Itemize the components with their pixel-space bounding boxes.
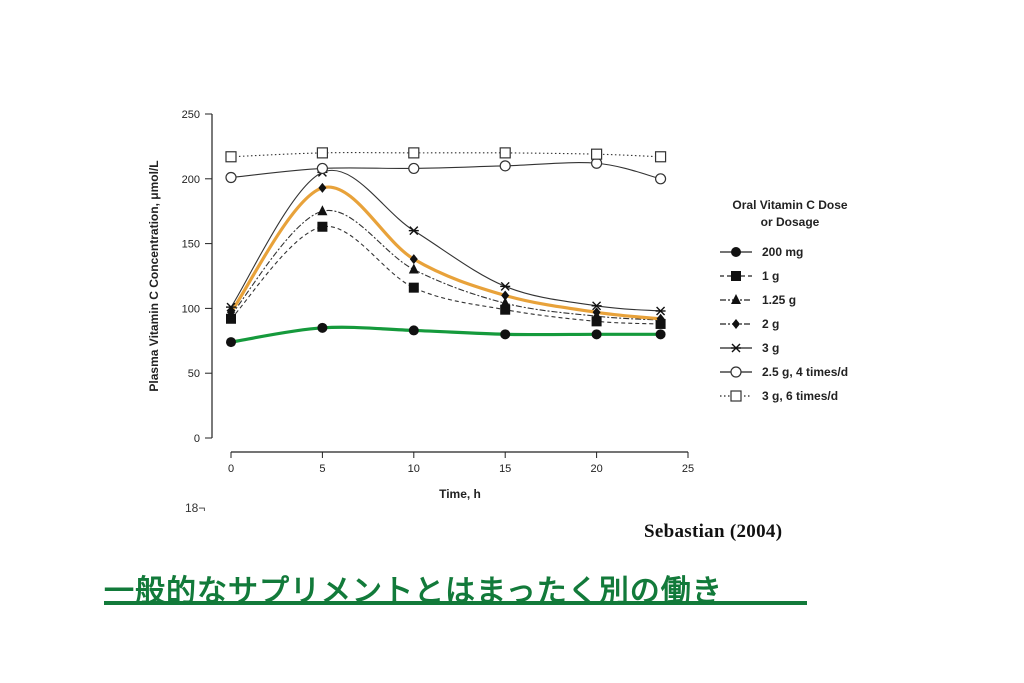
marker-filled-triangle [408,263,419,274]
asterisk-stroke [592,301,602,311]
series-line [230,209,661,321]
marker-asterisk [408,226,419,236]
marker-asterisk [655,306,666,316]
legend-label: 1.25 g [762,293,796,307]
marker-open-circle [408,162,420,175]
marker-filled-diamond [656,313,665,324]
x-axis-label: Time, h [439,487,481,501]
series-line [229,185,661,321]
marker-open-circle [316,162,328,175]
marker-filled-triangle [500,297,511,308]
marker-filled-circle [655,329,666,340]
marker-filled-circle [408,325,419,336]
marker-filled-diamond [409,254,418,265]
marker-open-square [316,147,328,159]
marker-filled-square [591,316,602,327]
marker-asterisk [500,281,511,291]
marker-open-square [730,390,742,402]
y-tick-label: 150 [182,239,200,251]
series-3-g [226,167,666,316]
series-200-mg [226,322,666,348]
marker-filled-circle [591,329,602,340]
asterisk-stroke [409,226,419,236]
asterisk-stroke [731,343,741,353]
marker-asterisk [731,343,741,353]
marker-open-square [590,148,603,160]
x-tick-label: 15 [499,463,511,475]
legend-item: 1.25 g [720,293,796,307]
y-tick-label: 50 [188,368,200,380]
series-2-g [227,182,665,324]
marker-filled-square [408,282,419,293]
series-3-g-6-times-d [225,147,667,163]
marker-filled-diamond [732,319,740,329]
x-tick-label: 0 [228,463,234,475]
marker-filled-diamond [318,182,327,193]
legend-item: 2.5 g, 4 times/d [720,365,848,379]
asterisk-stroke [226,302,236,312]
marker-asterisk [226,302,236,312]
marker-asterisk [591,301,602,311]
legend-label: 1 g [762,269,779,283]
asterisk-stroke [500,281,510,291]
legend-item: 1 g [720,269,779,283]
marker-filled-circle [731,247,741,257]
legend-label: 2 g [762,317,779,331]
headline-underline [104,601,807,605]
marker-filled-square [317,221,328,232]
marker-filled-square [500,304,511,315]
y-tick-label: 250 [182,109,200,121]
series-line [230,152,661,158]
marker-open-square [654,151,667,163]
asterisk-stroke [656,306,666,316]
x-tick-label: 20 [590,463,602,475]
legend-label: 2.5 g, 4 times/d [762,365,848,379]
marker-filled-circle [500,329,511,340]
legend-item: 200 mg [720,245,803,259]
marker-filled-diamond [501,290,510,301]
marker-filled-circle [226,337,236,348]
legend: Oral Vitamin C Dose or Dosage 200 mg 1 g 1.2… [720,198,848,403]
footnote: 18¬ [185,501,206,515]
legend-item: 2 g [720,317,779,331]
x-tick-label: 10 [408,463,420,475]
x-tick-label: 25 [682,463,694,475]
marker-open-square [499,147,511,159]
y-tick-label: 200 [182,174,200,186]
legend-label: 3 g [762,341,779,355]
legend-title: or Dosage [761,215,820,229]
marker-filled-square [731,271,741,281]
marker-open-circle [225,171,237,184]
marker-filled-diamond [592,307,601,318]
marker-open-circle [730,366,742,378]
reference-citation: Sebastian (2004) [644,521,783,542]
y-tick-label: 0 [194,433,200,445]
marker-filled-triangle [317,205,328,216]
legend-item: 3 g, 6 times/d [720,389,838,403]
marker-open-circle [499,160,511,172]
legend-label: 3 g, 6 times/d [762,389,838,403]
marker-filled-triangle [731,294,741,304]
x-tick-label: 5 [319,463,325,475]
marker-open-square [408,147,420,159]
legend-item: 3 g [720,341,779,355]
legend-label: 200 mg [762,245,803,259]
legend-title: Oral Vitamin C Dose [732,198,847,212]
marker-open-circle [654,173,667,185]
y-axis-label: Plasma Vitamin C Concentration, μmol/L [147,160,161,391]
marker-filled-circle [317,322,328,333]
marker-open-square [225,151,237,163]
series-line [230,169,661,312]
y-tick-label: 100 [182,303,200,315]
series-2-5-g-4-times-d [225,157,667,185]
